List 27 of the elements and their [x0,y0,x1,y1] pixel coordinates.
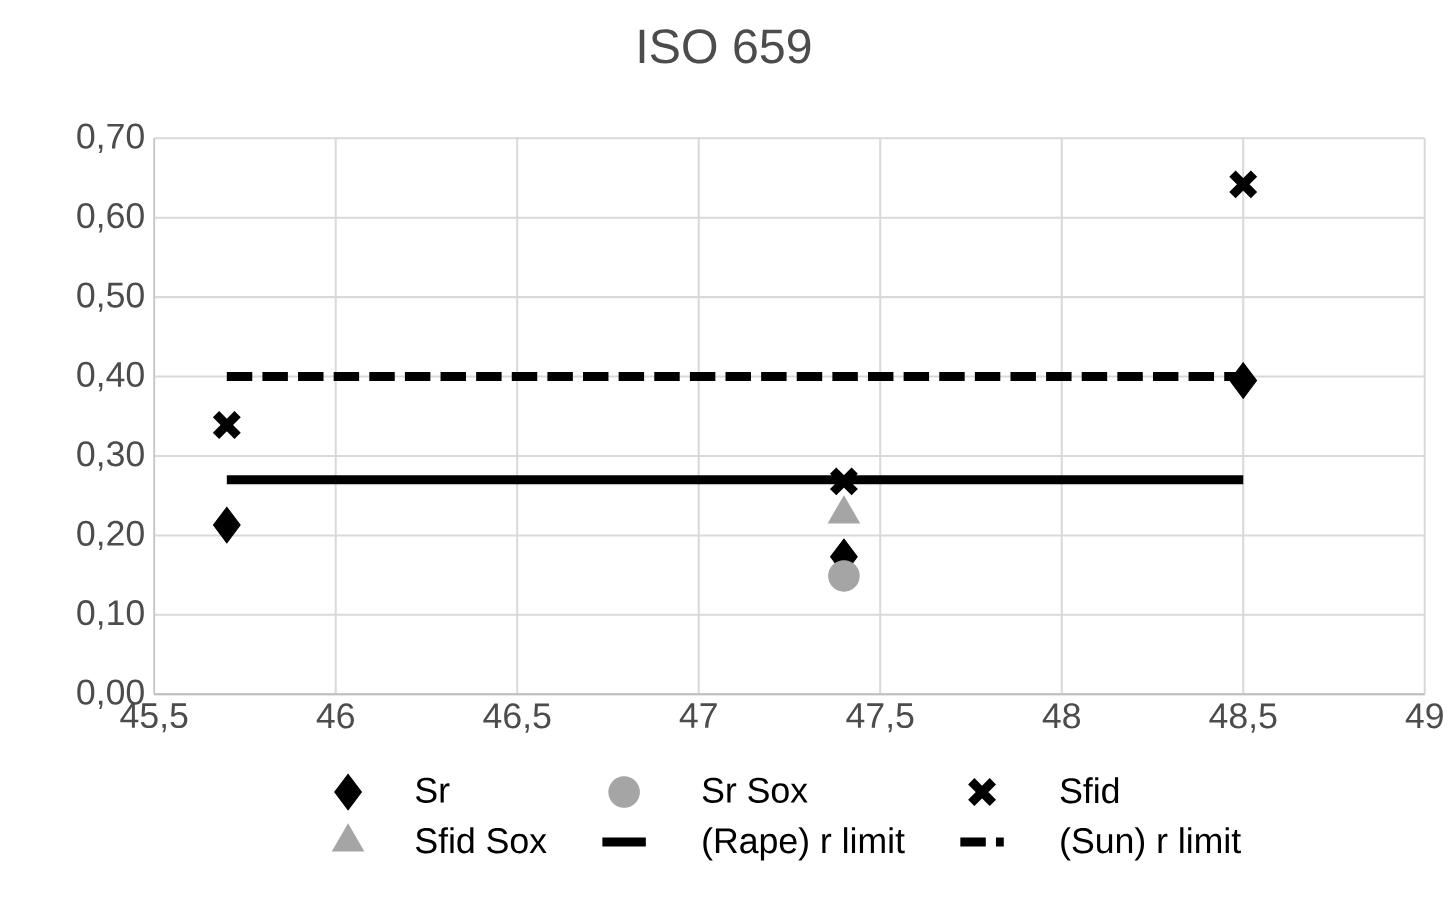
point [1229,362,1258,399]
chart-title: ISO 659 [639,29,811,64]
x-tick-label: 48 [1042,703,1080,729]
y-tick-label: 0,40 [77,361,144,392]
point [828,560,860,592]
legend-label: (Rape) r limit [703,827,905,861]
y-tick-label: 0,60 [77,203,144,233]
legend-label: Sr Sox [702,777,808,804]
point [828,466,860,497]
x-tick-label: 46 [316,703,354,729]
y-tick-label: 0,10 [77,600,144,630]
x-tick-label: 47 [679,703,717,728]
legend-label: Sr [416,777,450,804]
x-tick-label: 49 [1405,703,1443,729]
point [211,409,243,441]
y-tick-label: 0,70 [77,123,144,154]
point [1227,169,1259,200]
x-tick-label: 46,5 [483,703,551,733]
y-tick-label: 0,50 [77,282,144,312]
y-tick-label: 0,30 [77,441,144,471]
x-tick-label: 48,5 [1209,703,1277,733]
legend-label: Sfid Sox [416,827,547,854]
legend-label: Sfid [1060,777,1119,804]
y-tick-label: 0,20 [77,520,144,551]
point [212,506,241,544]
x-tick-label: 47,5 [846,703,914,733]
legend-label: (Sun) r limit [1061,827,1241,861]
